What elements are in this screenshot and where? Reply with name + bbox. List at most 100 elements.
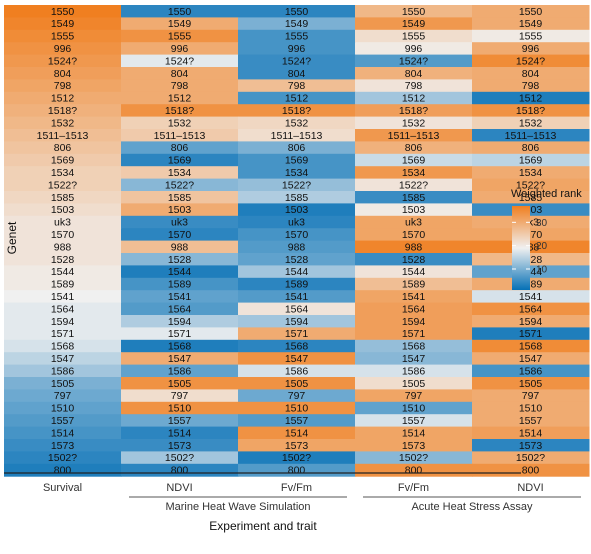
heatmap-cell [238, 5, 356, 18]
cell-genet-label: 1555 [285, 31, 309, 43]
heatmap-cell [472, 327, 590, 341]
cell-genet-label: 1512 [285, 93, 309, 105]
cell-genet-label: 800 [54, 465, 72, 477]
heatmap-cell [4, 451, 122, 465]
cell-genet-label: 798 [171, 80, 189, 92]
heatmap-cell [4, 166, 122, 180]
cell-genet-label: 1544 [168, 266, 192, 278]
heatmap-cell [355, 426, 473, 440]
cell-genet-label: 1555 [402, 31, 426, 43]
cell-genet-label: 1571 [168, 328, 192, 340]
heatmap-cell [4, 315, 122, 328]
cell-genet-label: 1573 [168, 440, 192, 452]
heatmap-cell [121, 153, 239, 167]
heatmap-cell [121, 339, 239, 353]
heatmap-cell [355, 228, 473, 242]
cell-genet-label: 1503 [285, 204, 309, 216]
heatmap-cell [4, 339, 122, 353]
cell-genet-label: 1505 [519, 378, 543, 390]
heatmap-cell [472, 79, 590, 93]
heatmap-cell [238, 439, 356, 452]
heatmap-cell [121, 5, 239, 18]
heatmap-cell [121, 42, 239, 56]
heatmap-cell [121, 215, 239, 229]
cell-genet-label: 1589 [402, 279, 426, 291]
heatmap-cell [355, 191, 473, 204]
group-label: Acute Heat Stress Assay [411, 501, 533, 513]
heatmap-cell [4, 426, 122, 440]
heatmap-cell [238, 451, 356, 465]
cell-genet-label: 1514 [285, 427, 309, 439]
heatmap-cell [121, 253, 239, 266]
cell-genet-label: 804 [405, 68, 423, 80]
heatmap-cell [238, 377, 356, 390]
cell-genet-label: 1522? [165, 179, 194, 191]
cell-genet-label: 1570 [168, 229, 192, 241]
heatmap-cell [4, 265, 122, 279]
heatmap-cell [355, 166, 473, 180]
cell-genet-label: 1557 [402, 415, 426, 427]
heatmap-cell [355, 240, 473, 254]
cell-genet-label: 1555 [51, 31, 75, 43]
heatmap-cell [4, 290, 122, 304]
cell-genet-label: 1549 [285, 18, 309, 30]
cell-genet-label: 1569 [285, 155, 309, 167]
heatmap-cell [472, 42, 590, 56]
cell-genet-label: 1557 [51, 415, 75, 427]
heatmap-cell [472, 191, 590, 204]
cell-genet-label: 1573 [519, 440, 543, 452]
cell-genet-label: 1547 [51, 353, 75, 365]
heatmap-cell [238, 401, 356, 415]
heatmap-cell [4, 302, 122, 316]
cell-genet-label: uk3 [171, 217, 188, 229]
cell-genet-label: 1511–1513 [388, 130, 440, 142]
cell-genet-label: 1569 [51, 155, 75, 167]
heatmap-cell [238, 414, 356, 428]
heatmap-cell [355, 315, 473, 328]
heatmap-cell [121, 104, 239, 118]
cell-genet-label: 1524? [48, 55, 77, 67]
cell-genet-label: 797 [54, 390, 72, 402]
heatmap-cell [4, 5, 122, 18]
heatmap-cell [355, 352, 473, 366]
heatmap-cell [121, 265, 239, 279]
heatmap-cell [472, 401, 590, 415]
cell-genet-label: 1594 [51, 316, 75, 328]
cell-genet-label: 1522? [516, 179, 545, 191]
heatmap-cell [472, 240, 590, 254]
heatmap-cell [121, 401, 239, 415]
cell-genet-label: uk3 [54, 217, 71, 229]
heatmap-cell [4, 116, 122, 130]
cell-genet-label: 1528 [168, 254, 192, 266]
cell-genet-label: 1586 [519, 365, 543, 377]
cell-genet-label: 1564 [51, 303, 75, 315]
cell-genet-label: 1534 [168, 167, 192, 179]
cell-genet-label: 1569 [519, 155, 543, 167]
cell-genet-label: 1518? [399, 105, 428, 117]
heatmap-cell [238, 91, 356, 105]
heatmap-cell [355, 42, 473, 56]
cell-genet-label: 1570 [402, 229, 426, 241]
heatmap-cell [355, 277, 473, 291]
cell-genet-label: 1589 [285, 279, 309, 291]
heatmap-cell [355, 178, 473, 192]
cell-genet-label: 1573 [51, 440, 75, 452]
heatmap-cell [4, 327, 122, 341]
heatmap-cell [4, 253, 122, 266]
cell-genet-label: 1569 [402, 155, 426, 167]
cell-genet-label: 996 [522, 43, 540, 55]
heatmap-cell [355, 253, 473, 266]
heatmap-cell [121, 67, 239, 80]
cell-genet-label: 1528 [402, 254, 426, 266]
cell-genet-label: 1503 [51, 204, 75, 216]
cell-genet-label: 988 [54, 241, 72, 253]
cell-genet-label: 806 [288, 142, 306, 154]
cell-genet-label: 1524? [399, 55, 428, 67]
heatmap-cell [238, 339, 356, 353]
heatmap-cell [238, 104, 356, 118]
cell-genet-label: 1589 [168, 279, 192, 291]
heatmap-cell [121, 228, 239, 242]
heatmap-cell [238, 141, 356, 155]
x-axis-title: Experiment and trait [209, 519, 317, 533]
cell-genet-label: 1503 [168, 204, 192, 216]
